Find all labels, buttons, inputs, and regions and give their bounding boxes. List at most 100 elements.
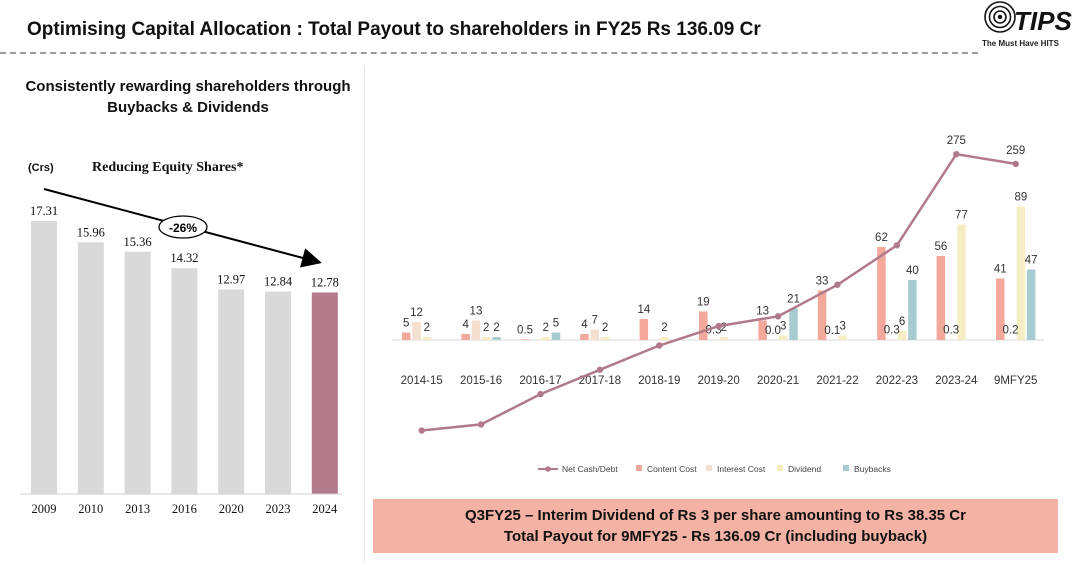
bar-dividend (838, 335, 847, 340)
year-tick-label: 2013 (125, 502, 150, 516)
net-cash-debt-line (421, 152, 1016, 432)
bar-content-cost (699, 311, 708, 340)
equity-value-label: 15.96 (77, 225, 105, 239)
category-tick-label: 2020-21 (757, 375, 799, 387)
logo-tagline: The Must Have HITS (982, 39, 1059, 48)
panel-divider (364, 66, 365, 561)
bar-dividend (897, 331, 907, 340)
page-title: Optimising Capital Allocation : Total Pa… (27, 19, 761, 40)
bar-value-label: 21 (787, 294, 800, 306)
bar-value-label: 5 (553, 318, 559, 330)
net-cash-point (774, 313, 782, 320)
legend-label: Buybacks (854, 464, 891, 474)
bar-content-cost (402, 332, 411, 340)
title-divider (0, 52, 978, 54)
left-heading-line1: Consistently rewarding shareholders thro… (25, 78, 351, 95)
bar-value-label: 0.5 (517, 324, 533, 336)
equity-bar (31, 221, 57, 494)
bar-dividend (482, 337, 491, 340)
callout-line1: Q3FY25 – Interim Dividend of Rs 3 per sh… (465, 507, 966, 524)
chart-title: Reducing Equity Shares* (92, 160, 243, 175)
net-cash-point (715, 322, 722, 330)
tips-logo: TIPS (984, 1, 1072, 36)
bar-value-label: 14 (637, 304, 650, 316)
annotation-oval (158, 215, 208, 239)
unit-label: (Crs) (28, 162, 54, 174)
bar-value-label: 19 (697, 297, 710, 309)
bar-value-label: 47 (1025, 255, 1038, 267)
bar-buybacks (492, 337, 501, 340)
bar-value-label: 56 (934, 241, 947, 253)
category-tick-label: 2019-20 (698, 375, 740, 387)
year-tick-label: 2020 (219, 502, 244, 516)
legend-label: Content Cost (647, 464, 697, 474)
bar-content-cost (877, 247, 886, 340)
bar-value-label: 41 (994, 264, 1007, 276)
category-tick-label: 9MFY25 (994, 375, 1037, 387)
equity-bar (265, 291, 291, 494)
left-panel-heading: Consistently rewarding shareholders thro… (14, 76, 362, 118)
category-tick-label: 2014-15 (401, 375, 443, 387)
bar-value-label: 6 (899, 316, 905, 328)
category-tick-label: 2023-24 (935, 375, 978, 387)
bar-value-label: 2 (483, 322, 489, 334)
bar-content-cost (817, 290, 827, 340)
bar-value-label: 4 (581, 319, 588, 331)
callout-line2: Total Payout for 9MFY25 - Rs 136.09 Cr (… (503, 528, 928, 545)
net-cash-point (1012, 160, 1019, 168)
bar-value-label: 2 (721, 322, 727, 334)
legend-label: Interest Cost (717, 464, 766, 474)
bar-value-label: 0.3 (884, 325, 900, 337)
bar-dividend (422, 337, 432, 340)
bar-dividend (957, 224, 966, 340)
legend-point-marker (545, 466, 551, 472)
bar-dividend (779, 335, 788, 340)
category-tick-label: 2016-17 (519, 375, 561, 387)
bar-value-label: 0.2 (1003, 325, 1019, 337)
net-cash-point (656, 342, 663, 349)
logo-wordmark: TIPS (1014, 6, 1072, 36)
year-tick-label: 2024 (312, 502, 338, 516)
bar-interest-cost (471, 320, 481, 340)
bar-value-label: 2 (602, 322, 608, 334)
bar-dividend (660, 337, 669, 340)
year-tick-label: 2010 (78, 502, 103, 516)
bar-value-label: 40 (906, 265, 919, 277)
bar-value-label: 77 (955, 210, 968, 222)
bar-content-cost (520, 339, 530, 340)
year-tick-label: 2016 (172, 502, 197, 516)
legend-swatch (777, 465, 783, 471)
bar-value-label: 7 (592, 315, 598, 327)
equity-bar (171, 268, 198, 494)
bar-value-label: 89 (1014, 192, 1027, 204)
bar-value-label: 3 (839, 321, 845, 333)
category-tick-label: 2017-18 (579, 375, 621, 387)
bar-buybacks (551, 332, 561, 340)
bar-buybacks (789, 308, 798, 340)
equity-bar (311, 292, 338, 494)
net-cash-point (834, 281, 841, 288)
net-cash-point (537, 390, 544, 398)
category-tick-label: 2015-16 (460, 375, 502, 387)
bar-interest-cost (412, 322, 421, 340)
bar-value-label: 2 (424, 322, 430, 334)
bar-buybacks (1026, 269, 1036, 340)
net-cash-value-label: 259 (1006, 145, 1025, 157)
bar-value-label: 13 (756, 306, 769, 318)
bar-interest-cost (590, 329, 599, 340)
equity-bar (124, 251, 151, 494)
legend-label: Dividend (788, 464, 821, 474)
bar-value-label: 2 (661, 322, 667, 334)
category-tick-label: 2021-22 (816, 375, 858, 387)
bar-content-cost (936, 256, 946, 340)
bar-dividend (600, 337, 610, 340)
bar-value-label: 0.3 (943, 325, 959, 337)
bar-value-label: 33 (816, 276, 829, 288)
bar-value-label: 3 (780, 321, 786, 333)
bar-content-cost (639, 319, 649, 340)
year-tick-label: 2009 (32, 502, 57, 516)
equity-shares-chart: (Crs) Reducing Equity Shares* 17.31 2009 1… (20, 160, 342, 516)
bar-value-label: 13 (470, 306, 483, 318)
equity-value-label: 14.32 (170, 251, 198, 265)
